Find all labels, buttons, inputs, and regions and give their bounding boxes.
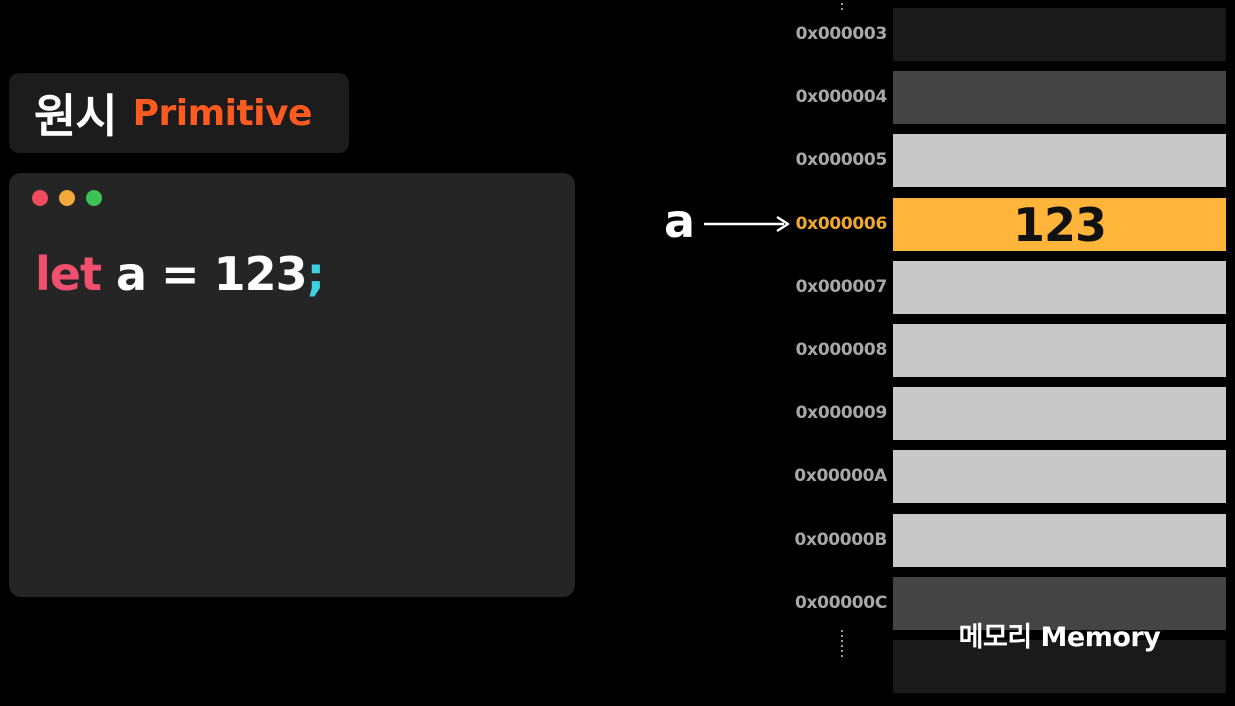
memory-cell (893, 71, 1226, 124)
memory-cell (893, 8, 1226, 61)
memory-address: 0x00000B (794, 530, 888, 550)
arrow-right-icon (704, 215, 790, 233)
memory-address: 0x000008 (795, 340, 888, 360)
memory-address: 0x000009 (795, 403, 888, 423)
memory-cell (893, 640, 1226, 693)
code-line: let a = 123; (35, 247, 325, 301)
code-statement: a = 123 (100, 247, 308, 301)
memory-label: 메모리 Memory (958, 622, 1161, 653)
code-terminator: ; (306, 247, 325, 301)
memory-address: 0x000004 (795, 87, 888, 107)
memory-cell (893, 514, 1226, 567)
minimize-dot-icon (59, 190, 75, 206)
close-dot-icon (32, 190, 48, 206)
memory-cell (893, 387, 1226, 440)
memory-cell (893, 577, 1226, 630)
memory-cell (893, 324, 1226, 377)
memory-address: 0x000003 (795, 24, 888, 44)
memory-address: 0x00000A (794, 466, 887, 486)
memory-address: 0x000007 (795, 277, 888, 297)
memory-cell (893, 261, 1226, 314)
pointer-variable: a (664, 194, 696, 248)
ellipsis-top-icon (840, 0, 844, 13)
code-keyword: let (35, 247, 102, 301)
memory-cell-value: 123 (1012, 197, 1107, 252)
memory-address: 0x000006 (795, 214, 888, 234)
title-badge: 원시 Primitive (9, 73, 349, 153)
memory-cell (893, 450, 1226, 503)
maximize-dot-icon (86, 190, 102, 206)
memory-cell (893, 134, 1226, 187)
title-english: Primitive (132, 92, 313, 134)
ellipsis-bottom-icon (840, 630, 844, 660)
memory-cell-active: 123 (893, 197, 1226, 252)
memory-address: 0x00000C (794, 593, 887, 613)
memory-address: 0x000005 (795, 150, 888, 170)
title-korean: 원시 (34, 89, 118, 143)
code-editor-window: let a = 123; (9, 173, 575, 597)
